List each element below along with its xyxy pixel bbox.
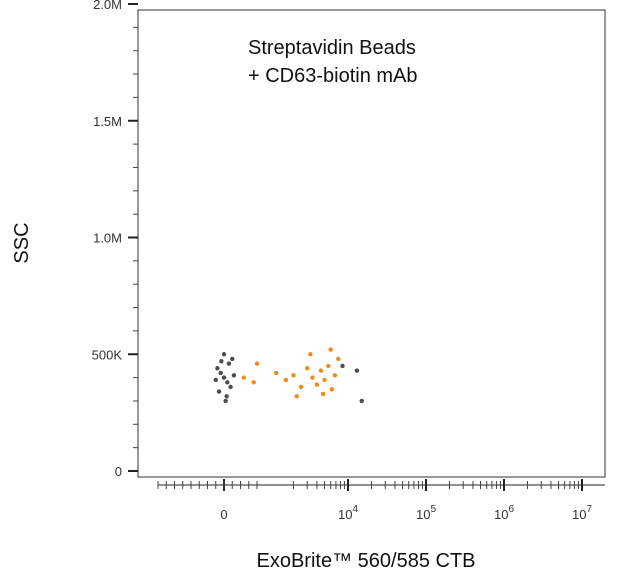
- x-tick-label: 106: [494, 504, 514, 522]
- data-point: [318, 368, 324, 373]
- data-point: [308, 352, 313, 357]
- data-point: [273, 370, 279, 376]
- data-point: [329, 387, 335, 392]
- data-point: [221, 375, 227, 380]
- y-tick-label: 2.0M: [93, 0, 122, 12]
- data-point: [254, 361, 260, 366]
- data-point: [305, 366, 310, 371]
- x-tick-label: 104: [338, 504, 358, 522]
- y-axis-title: SSC: [11, 222, 33, 263]
- data-point: [231, 373, 237, 378]
- data-point: [354, 368, 360, 373]
- data-point: [340, 363, 345, 369]
- data-point: [213, 377, 218, 383]
- data-point: [241, 375, 246, 380]
- plot-annotation-line-1: Streptavidin Beads: [248, 37, 416, 59]
- data-point: [226, 361, 232, 366]
- data-point: [322, 377, 327, 383]
- data-point: [216, 389, 222, 394]
- x-tick-label: 105: [416, 504, 436, 522]
- y-tick-label: 1.5M: [93, 114, 122, 129]
- data-point: [221, 352, 227, 357]
- y-axis: 0 500K 1.0M 1.5M 2.0M: [92, 0, 138, 479]
- data-point: [359, 398, 364, 404]
- data-point: [336, 356, 341, 362]
- y-tick-label: 500K: [92, 347, 123, 362]
- data-point: [310, 375, 315, 380]
- data-point: [228, 384, 233, 390]
- data-point: [215, 366, 220, 371]
- data-points: [213, 347, 364, 404]
- data-point: [298, 384, 304, 390]
- x-axis-title: ExoBrite™ 560/585 CTB: [257, 550, 476, 572]
- y-tick-label: 1.0M: [93, 231, 122, 246]
- y-tick-label: 0: [115, 464, 122, 479]
- data-point: [328, 347, 333, 352]
- data-point: [251, 380, 256, 385]
- data-point: [291, 373, 296, 378]
- data-point: [219, 359, 224, 364]
- data-point: [326, 363, 331, 369]
- data-point: [230, 356, 235, 362]
- data-point: [223, 398, 228, 404]
- data-point: [332, 373, 338, 378]
- data-point: [314, 382, 320, 387]
- data-point: [218, 370, 223, 376]
- x-tick-label: 0: [220, 507, 227, 522]
- data-point: [225, 380, 230, 385]
- x-axis: 0 104 105 106 107: [157, 479, 605, 522]
- plot-annotation-line-2: + CD63-biotin mAb: [248, 65, 418, 87]
- x-tick-label: 107: [572, 504, 592, 522]
- data-point: [283, 377, 289, 383]
- data-point: [224, 394, 229, 399]
- plot-frame: [137, 9, 606, 478]
- data-point: [320, 391, 326, 397]
- data-point: [294, 394, 299, 399]
